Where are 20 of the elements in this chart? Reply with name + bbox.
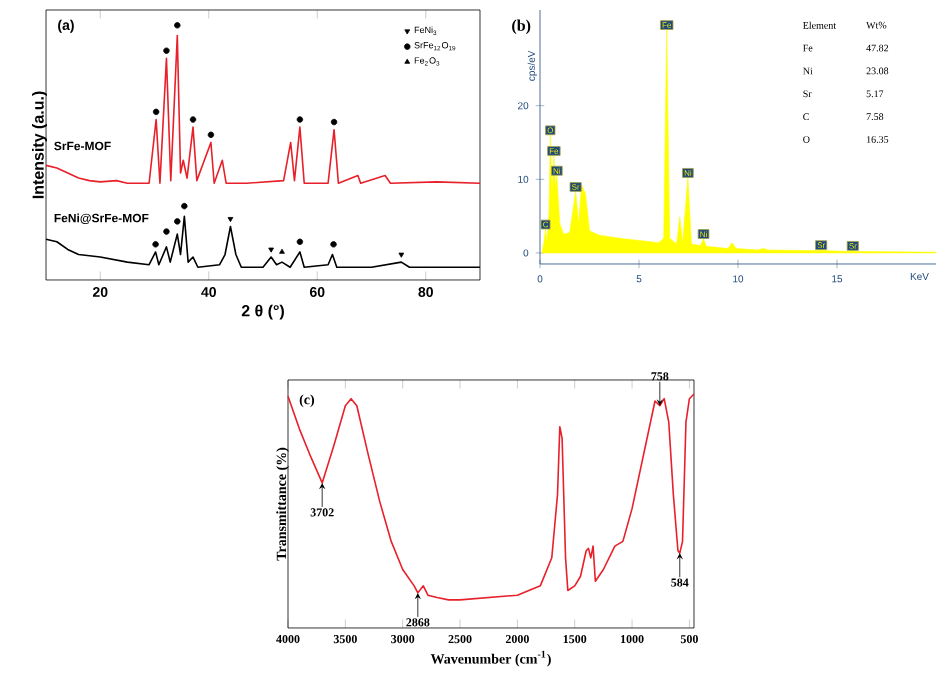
point — [174, 22, 181, 29]
text: (b) — [512, 19, 531, 35]
point — [330, 118, 338, 126]
point — [189, 116, 197, 123]
point — [296, 238, 304, 245]
point — [227, 217, 234, 223]
point — [152, 241, 159, 248]
point — [268, 247, 274, 253]
point — [181, 202, 188, 210]
point — [207, 131, 215, 138]
point — [163, 228, 170, 235]
point — [279, 248, 285, 254]
point — [174, 218, 181, 225]
x-axis-title: 2 θ (°) — [241, 304, 284, 320]
point — [398, 252, 405, 258]
point — [163, 47, 170, 54]
point — [296, 116, 304, 123]
point — [330, 241, 337, 248]
y-axis-title: Intensity (a.u.) — [32, 91, 47, 199]
point — [152, 108, 160, 116]
